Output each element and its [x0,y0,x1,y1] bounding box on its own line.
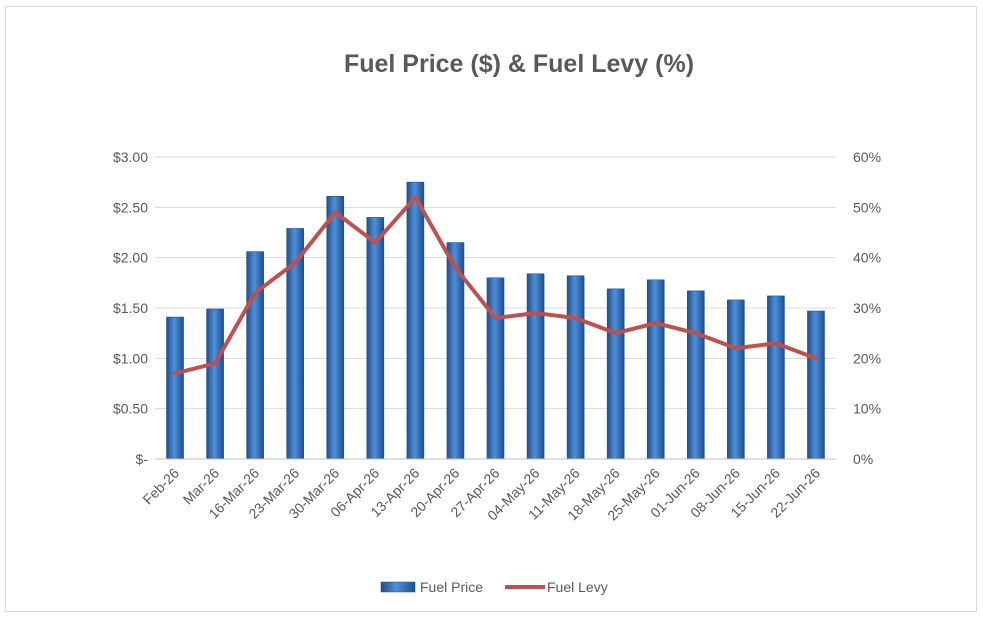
fuel-levy-point [213,361,218,366]
y-left-tick-label: $3.00 [113,149,148,165]
y-right-tick-label: 10% [853,401,881,417]
y-left-tick-label: $2.00 [113,250,148,266]
fuel-levy-point [693,331,698,336]
fuel-price-bar [486,277,505,460]
y-left-tick-label: $1.00 [113,350,148,366]
y-left-tick-label: $2.50 [113,199,148,215]
y-left-tick-label: $- [136,451,149,467]
fuel-price-bar [686,290,705,460]
fuel-price-bar [807,310,825,460]
fuel-price-bar [566,275,585,460]
y-left-tick-label: $1.50 [113,300,148,316]
fuel-levy-point [573,316,578,321]
fuel-levy-point [533,311,538,316]
x-axis-ticks: Feb-26Mar-2616-Mar-2623-Mar-2630-Mar-260… [139,458,836,523]
y-right-tick-label: 30% [853,300,881,316]
fuel-levy-point [413,195,418,200]
fuel-price-bar [366,217,385,460]
fuel-price-bar [246,251,264,460]
fuel-levy-point [253,290,258,295]
fuel-price-bar [406,181,425,460]
fuel-price-bar [206,308,224,460]
y-right-tick-label: 40% [853,250,881,266]
legend-swatch-fuel-price [380,581,416,593]
fuel-levy-point [293,260,298,265]
fuel-levy-point [733,346,738,351]
fuel-levy-point [333,210,338,215]
fuel-levy-point [613,331,618,336]
y-right-tick-label: 50% [853,199,881,215]
fuel-levy-point [373,240,378,245]
fuel-levy-line [173,195,818,376]
legend: Fuel Price Fuel Levy [380,579,608,595]
fuel-price-bar [767,295,785,460]
y-right-tick-label: 0% [853,451,873,467]
fuel-price-bar [166,316,184,460]
fuel-price-bar [727,299,745,460]
x-tick-label: Feb-26 [139,465,182,508]
chart-title: Fuel Price ($) & Fuel Levy (%) [344,50,694,78]
left-axis-ticks: $- $0.50 $1.00 $1.50 $2.00 $2.50 $3.00 [113,149,148,467]
fuel-price-bar [606,288,625,460]
y-right-tick-label: 20% [853,350,881,366]
fuel-levy-point [173,371,178,376]
y-right-tick-label: 60% [853,149,881,165]
fuel-price-bars [166,181,825,460]
legend-label-fuel-price: Fuel Price [420,579,483,595]
fuel-levy-point [493,316,498,321]
fuel-levy-point [813,356,818,361]
legend-label-fuel-levy: Fuel Levy [547,579,608,595]
fuel-price-bar [326,195,345,460]
fuel-levy-point [653,321,658,326]
fuel-price-bar [526,273,545,460]
right-axis-ticks: 0% 10% 20% 30% 40% 50% 60% [853,149,881,467]
y-left-tick-label: $0.50 [113,401,148,417]
fuel-price-bar [646,279,665,460]
fuel-levy-point [773,341,778,346]
fuel-levy-point [453,265,458,270]
